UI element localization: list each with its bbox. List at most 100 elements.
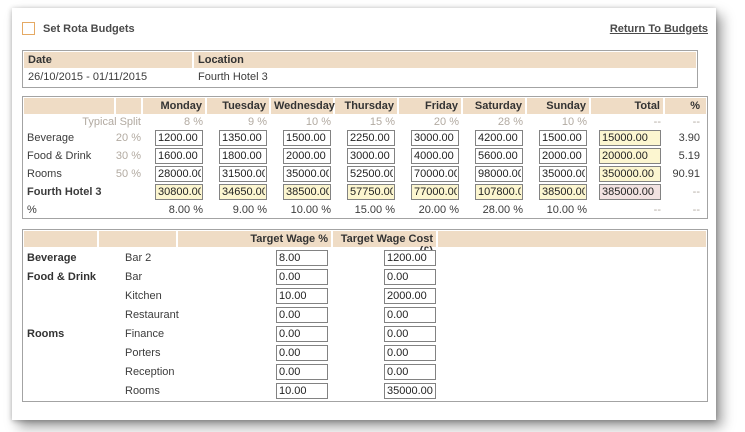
beverage-wednesday-input[interactable] — [283, 130, 331, 146]
percent-sunday: 10.00 % — [546, 203, 587, 216]
bar-wage-cost-input[interactable] — [384, 268, 436, 285]
reception-wage-pct-input[interactable] — [276, 363, 328, 380]
food-drink-monday-input[interactable] — [155, 148, 203, 164]
wage-row-restaurant: Restaurant — [24, 305, 706, 324]
typical-split-saturday: 28 % — [497, 116, 523, 128]
rooms-tuesday-input[interactable] — [219, 166, 267, 182]
col-header-wednesday: Wednesday — [271, 98, 335, 114]
rooms-wage-cost-input[interactable] — [384, 382, 436, 399]
row-split-pct: 20 % — [115, 132, 141, 144]
percent-saturday: 28.00 % — [482, 203, 523, 216]
food-drink-friday-input[interactable] — [411, 148, 459, 164]
row-label: Rooms — [27, 168, 62, 180]
restaurant-wage-pct-input[interactable] — [276, 306, 328, 323]
beverage-total-input[interactable] — [599, 130, 661, 146]
row-split-pct: 50 % — [115, 168, 141, 180]
bar-wage-pct-input[interactable] — [276, 268, 328, 285]
col-header-friday: Friday — [399, 98, 461, 114]
wage-header-filler — [438, 231, 706, 247]
typical-split-tuesday: 9 % — [248, 116, 267, 128]
food-drink-thursday-input[interactable] — [347, 148, 395, 164]
hotel-wednesday-total-input[interactable] — [283, 184, 331, 200]
bar2-wage-cost-input[interactable] — [384, 249, 436, 266]
beverage-tuesday-input[interactable] — [219, 130, 267, 146]
wage-row-finance: Rooms Finance — [24, 324, 706, 343]
typical-split-monday: 8 % — [184, 116, 203, 128]
porters-wage-cost-input[interactable] — [384, 344, 436, 361]
department-label: Restaurant — [125, 308, 179, 321]
hotel-total-label: Fourth Hotel 3 — [27, 186, 102, 198]
wage-row-bar: Food & Drink Bar — [24, 267, 706, 286]
typical-split-pct: -- — [692, 116, 700, 128]
period-table: Date Location 26/10/2015 - 01/11/2015 Fo… — [22, 50, 698, 88]
food-drink-total-input[interactable] — [599, 148, 661, 164]
col-header-target-wage-pct: Target Wage % — [178, 231, 331, 247]
beverage-saturday-input[interactable] — [475, 130, 523, 146]
wage-row-rooms: Rooms — [24, 381, 706, 400]
col-header-thursday: Thursday — [335, 98, 397, 114]
kitchen-wage-cost-input[interactable] — [384, 287, 436, 304]
hotel-monday-total-input[interactable] — [155, 184, 203, 200]
bar2-wage-pct-input[interactable] — [276, 249, 328, 266]
budget-header-label-spacer — [24, 98, 114, 114]
row-split-pct: 30 % — [115, 150, 141, 162]
title-group: Set Rota Budgets — [22, 22, 135, 35]
rooms-friday-input[interactable] — [411, 166, 459, 182]
wage-row-reception: Reception — [24, 362, 706, 381]
hotel-saturday-total-input[interactable] — [475, 184, 523, 200]
period-value-row: 26/10/2015 - 01/11/2015 Fourth Hotel 3 — [24, 68, 696, 86]
percent-friday: 20.00 % — [418, 203, 459, 216]
col-header-total: Total — [591, 98, 663, 114]
beverage-monday-input[interactable] — [155, 130, 203, 146]
rooms-thursday-input[interactable] — [347, 166, 395, 182]
hotel-grand-total-input[interactable] — [599, 184, 661, 200]
food-drink-tuesday-input[interactable] — [219, 148, 267, 164]
wage-header-dept-spacer — [99, 231, 176, 247]
date-range-value: 26/10/2015 - 01/11/2015 — [28, 71, 148, 83]
finance-wage-pct-input[interactable] — [276, 325, 328, 342]
hotel-friday-total-input[interactable] — [411, 184, 459, 200]
budget-table: Monday Tuesday Wednesday Thursday Friday… — [22, 96, 708, 219]
typical-split-row: Typical Split 8 % 9 % 10 % 15 % 20 % 28 … — [24, 115, 706, 129]
kitchen-wage-pct-input[interactable] — [276, 287, 328, 304]
food-drink-sunday-input[interactable] — [539, 148, 587, 164]
beverage-friday-input[interactable] — [411, 130, 459, 146]
porters-wage-pct-input[interactable] — [276, 344, 328, 361]
hotel-tuesday-total-input[interactable] — [219, 184, 267, 200]
rooms-sunday-input[interactable] — [539, 166, 587, 182]
rooms-pct: 90.91 — [672, 168, 700, 180]
finance-wage-cost-input[interactable] — [384, 325, 436, 342]
location-value: Fourth Hotel 3 — [198, 71, 268, 83]
beverage-sunday-input[interactable] — [539, 130, 587, 146]
budget-row-beverage: Beverage 20 % 3.90 — [24, 129, 706, 147]
col-header-percent: % — [665, 98, 706, 114]
wage-row-bar2: Beverage Bar 2 — [24, 248, 706, 267]
location-column-header: Location — [194, 52, 696, 68]
date-column-header: Date — [24, 52, 192, 68]
typical-split-friday: 20 % — [433, 116, 459, 128]
rooms-wage-pct-input[interactable] — [276, 382, 328, 399]
category-label: Food & Drink — [27, 270, 97, 283]
typical-split-thursday: 15 % — [369, 116, 395, 128]
page-title: Set Rota Budgets — [43, 22, 135, 35]
rooms-monday-input[interactable] — [155, 166, 203, 182]
rooms-saturday-input[interactable] — [475, 166, 523, 182]
food-drink-wednesday-input[interactable] — [283, 148, 331, 164]
rooms-wednesday-input[interactable] — [283, 166, 331, 182]
col-header-sunday: Sunday — [527, 98, 589, 114]
hotel-thursday-total-input[interactable] — [347, 184, 395, 200]
reception-wage-cost-input[interactable] — [384, 363, 436, 380]
restaurant-wage-cost-input[interactable] — [384, 306, 436, 323]
set-rota-budgets-checkbox[interactable] — [22, 22, 35, 35]
budget-row-hotel-total: Fourth Hotel 3 -- — [24, 183, 706, 201]
typical-split-total: -- — [653, 116, 661, 128]
hotel-sunday-total-input[interactable] — [539, 184, 587, 200]
beverage-thursday-input[interactable] — [347, 130, 395, 146]
wage-table: Target Wage % Target Wage Cost (£) Bever… — [22, 229, 708, 402]
rooms-total-input[interactable] — [599, 166, 661, 182]
percent-monday: 8.00 % — [168, 203, 203, 216]
typical-split-label: Typical Split — [82, 116, 141, 128]
food-drink-saturday-input[interactable] — [475, 148, 523, 164]
return-to-budgets-link[interactable]: Return To Budgets — [609, 22, 708, 35]
wage-row-porters: Porters — [24, 343, 706, 362]
